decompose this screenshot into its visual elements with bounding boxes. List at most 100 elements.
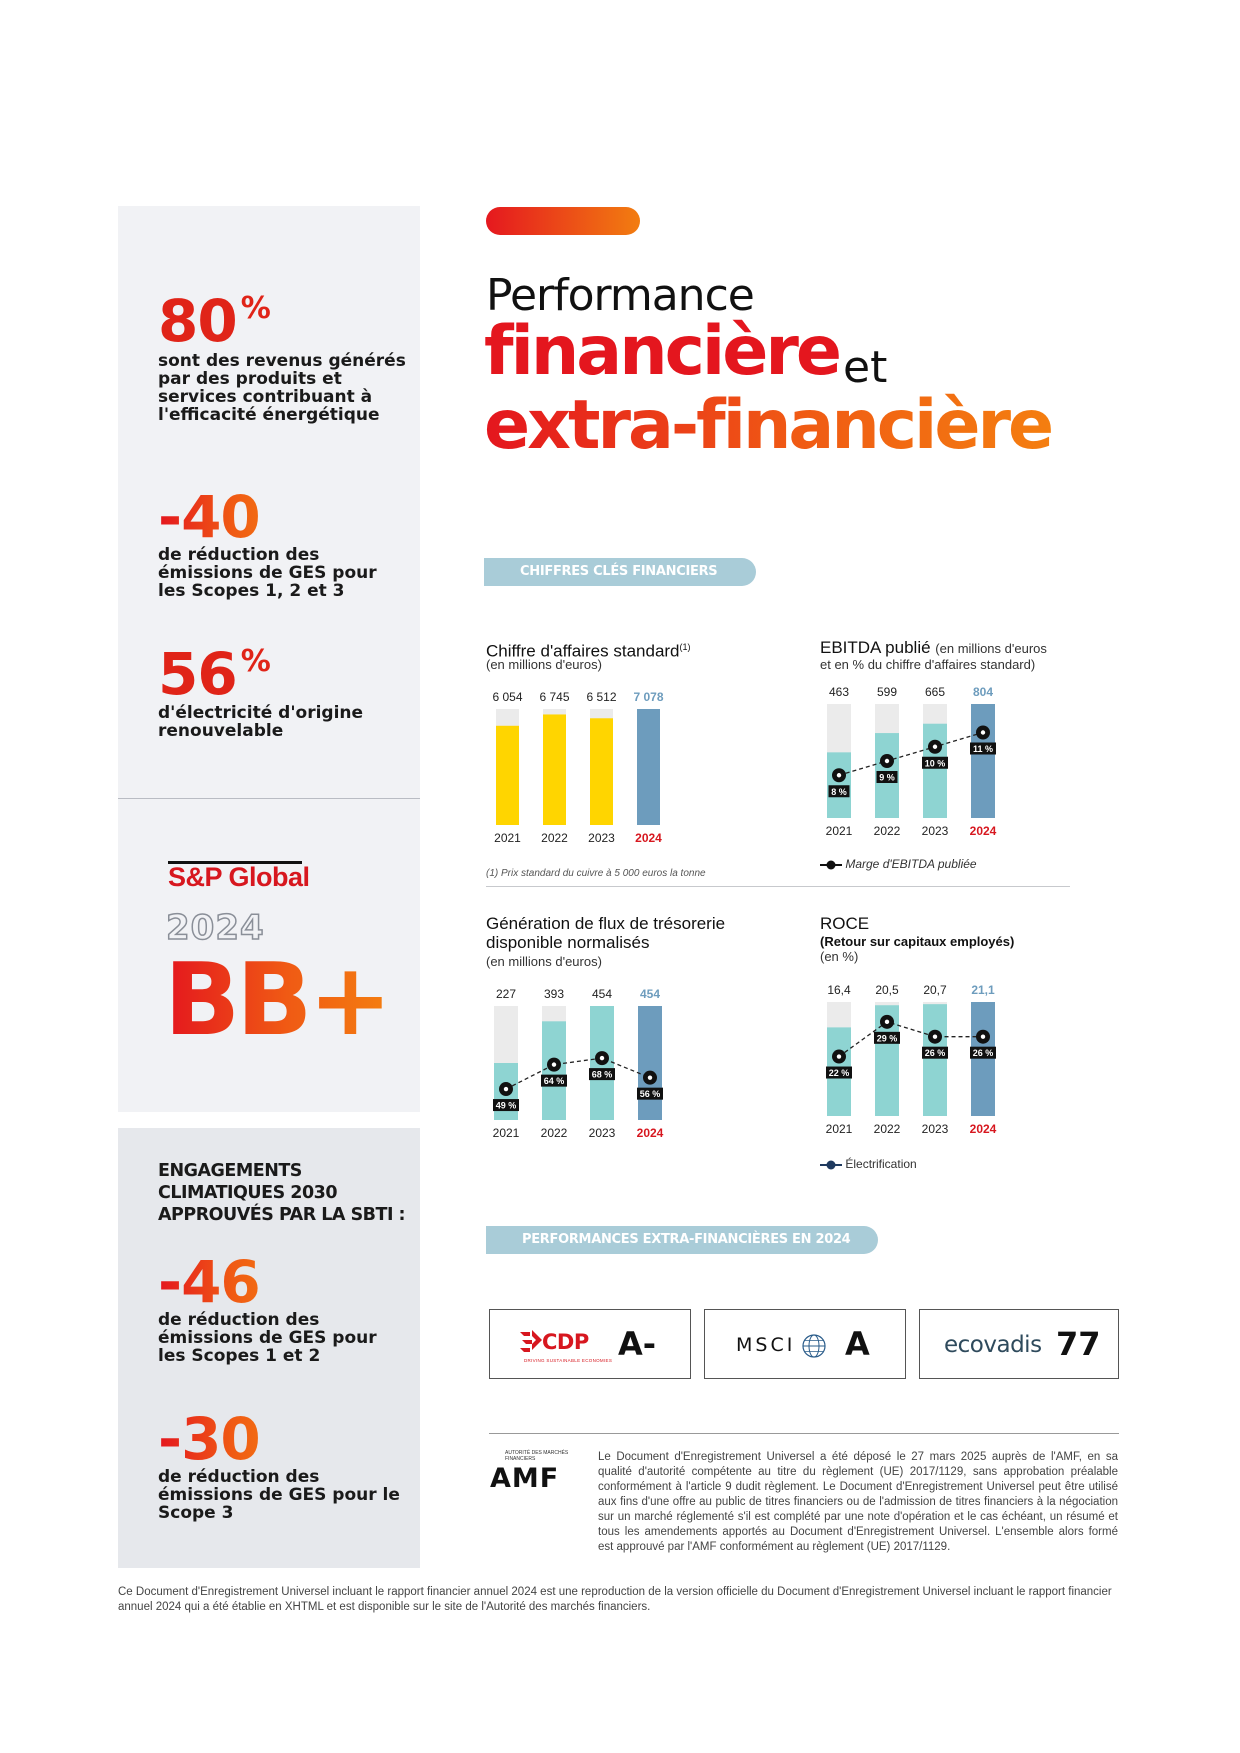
chart-value-label: 20,7 xyxy=(923,983,947,997)
chart-category-label: 2021 xyxy=(826,1122,853,1136)
chart-value-label: 7 078 xyxy=(633,690,663,704)
chart-bar xyxy=(543,714,566,825)
chart-series-label: 22 % xyxy=(829,1068,850,1078)
page-title-line1: Performance xyxy=(486,270,755,321)
chart-series-point-center xyxy=(503,1086,509,1092)
sbti-title: ENGAGEMENTS CLIMATIQUES 2030 APPROUVÉS P… xyxy=(158,1161,406,1225)
chart-bar xyxy=(637,709,660,825)
legend-line-marker-icon xyxy=(820,860,842,870)
stat-ghg-scope3-value: -30% xyxy=(158,1405,293,1473)
chart-category-label: 2024 xyxy=(970,824,997,838)
chart-roce: 16,4 2021 20,5 2022 20,7 2023 21,1 2024 22 % 29 %… xyxy=(826,983,997,1136)
chart-value-label: 463 xyxy=(829,685,849,699)
chart-series-label-bg xyxy=(970,742,996,755)
chart1-subtitle: (en millions d'euros) xyxy=(486,657,602,672)
chart3-title: Génération de flux de trésorerie disponi… xyxy=(486,914,726,952)
stat-energy-efficiency-desc: sont des revenus générés par des produit… xyxy=(158,351,406,425)
chart-bar xyxy=(971,704,995,818)
cdp-logo-tagline: DRIVING SUSTAINABLE ECONOMIES xyxy=(524,1358,613,1363)
stat-ghg-scope123-desc: de réduction des émissions de GES pour l… xyxy=(158,545,377,601)
chart-series-label: 49 % xyxy=(496,1101,517,1111)
section-extra-label: PERFORMANCES EXTRA-FINANCIÈRES EN 2024 xyxy=(486,1226,878,1254)
chart-series-point-center xyxy=(932,744,938,749)
stat-ghg-scope12-value: -46% xyxy=(158,1248,293,1316)
chart-series-point-center xyxy=(932,1034,938,1039)
chart-bar xyxy=(923,1004,947,1116)
stat-energy-efficiency-value: 80% xyxy=(158,287,271,355)
chart-series-point-center xyxy=(884,758,890,764)
chart-bar xyxy=(971,1002,995,1116)
amf-divider xyxy=(489,1433,1119,1434)
chart-value-label: 454 xyxy=(640,987,660,1001)
page-title-et: et xyxy=(843,342,888,393)
stat-renewable-desc: d'électricité d'origine renouvelable xyxy=(158,703,364,741)
chart2-subtitle: et en % du chiffre d'affaires standard) xyxy=(820,657,1036,672)
ecovadis-logo-text: ecovadis xyxy=(944,1332,1042,1358)
rating-msci: MSCI A xyxy=(704,1309,906,1379)
ecovadis-rating-value: 77 xyxy=(1056,1325,1101,1363)
chart-series-label: 68 % xyxy=(592,1070,613,1080)
chart-series-label-bg xyxy=(637,1087,663,1100)
chart-bar xyxy=(590,718,613,825)
amf-disclaimer: Le Document d'Enregistrement Universel a… xyxy=(598,1451,1118,1553)
chart-ebitda: 463 2021 599 2022 665 2023 804 2024 8 % 9 % 10 % 11… xyxy=(826,685,997,838)
chart-series-label-bg xyxy=(493,1099,519,1112)
chart-series-point-center xyxy=(836,1054,842,1059)
rating-cdp: CDP DRIVING SUSTAINABLE ECONOMIES A- xyxy=(489,1309,691,1379)
chart-category-label: 2023 xyxy=(589,1126,616,1140)
chart4-subtitle-bold: (Retour sur capitaux employés) xyxy=(820,934,1015,949)
chart-series-point-center xyxy=(980,1034,986,1039)
panel-divider xyxy=(118,798,420,799)
sp-rating-value: BB+ xyxy=(164,941,392,1058)
cdp-rating-value: A- xyxy=(618,1325,657,1363)
chart-bar xyxy=(827,752,851,818)
chart-value-label: 6 512 xyxy=(586,690,616,704)
chart-category-label: 2022 xyxy=(541,831,568,845)
chart-series-point-center xyxy=(836,773,842,778)
rating-ecovadis: ecovadis 77 xyxy=(919,1309,1119,1379)
chart-category-label: 2023 xyxy=(922,1122,949,1136)
chart2-title: EBITDA publié (en millions d'euros xyxy=(820,638,1047,657)
sp-rating-year: 2024 xyxy=(165,907,265,949)
chart-value-label: 21,1 xyxy=(971,983,995,997)
chart-series-label: 11 % xyxy=(973,744,993,754)
amf-logo: AMF xyxy=(490,1463,560,1494)
chart-value-label: 454 xyxy=(592,987,612,1001)
cdp-logo-text: CDP xyxy=(542,1330,589,1354)
sp-global-logo: S&P Global xyxy=(168,862,310,892)
chart-value-label: 665 xyxy=(925,685,945,699)
header-accent-pill xyxy=(486,207,640,235)
chart-series-label-bg xyxy=(922,756,948,769)
chart-series-label: 10 % xyxy=(925,758,946,768)
bottom-disclaimer: Ce Document d'Enregistrement Universel i… xyxy=(118,1586,1112,1613)
chart-series-label-bg xyxy=(874,1031,900,1044)
chart-revenue: 6 054 2021 6 745 2022 6 512 2023 7 078 2024 xyxy=(492,690,663,845)
chart2-legend: Marge d'EBITDA publiée xyxy=(820,857,977,871)
chart4-title: ROCE xyxy=(820,914,870,933)
chart-series-point-center xyxy=(551,1062,557,1067)
chart-category-label: 2024 xyxy=(637,1126,664,1140)
chart4-subtitle: (en %) xyxy=(820,949,859,964)
chart-series-label-bg xyxy=(589,1068,615,1081)
chart3-subtitle: (en millions d'euros) xyxy=(486,954,602,969)
chart-value-label: 6 745 xyxy=(539,690,569,704)
page-title-line2: financière xyxy=(484,312,842,391)
chart-series-point-center xyxy=(599,1055,605,1061)
chart-category-label: 2023 xyxy=(922,824,949,838)
chart-category-label: 2022 xyxy=(541,1126,568,1140)
chart-series-line xyxy=(838,1021,983,1058)
chart-category-label: 2022 xyxy=(874,824,901,838)
chart-series-label-bg xyxy=(541,1074,567,1087)
cdp-logo-icon xyxy=(520,1330,542,1352)
stat-ghg-scope123-value: -40% xyxy=(158,483,293,551)
msci-rating-value: A xyxy=(845,1325,870,1363)
chart-series-label: 8 % xyxy=(831,787,847,797)
chart-category-label: 2021 xyxy=(494,831,521,845)
chart-bar xyxy=(923,723,947,818)
chart-series-point-center xyxy=(980,730,986,735)
stat-ghg-scope3-desc: de réduction des émissions de GES pour l… xyxy=(158,1467,400,1523)
sp-global-logo-bar xyxy=(168,861,302,864)
chart1-title: Chiffre d'affaires standard(1) xyxy=(486,641,691,661)
chart-value-label: 804 xyxy=(973,685,993,699)
chart-category-label: 2021 xyxy=(493,1126,520,1140)
